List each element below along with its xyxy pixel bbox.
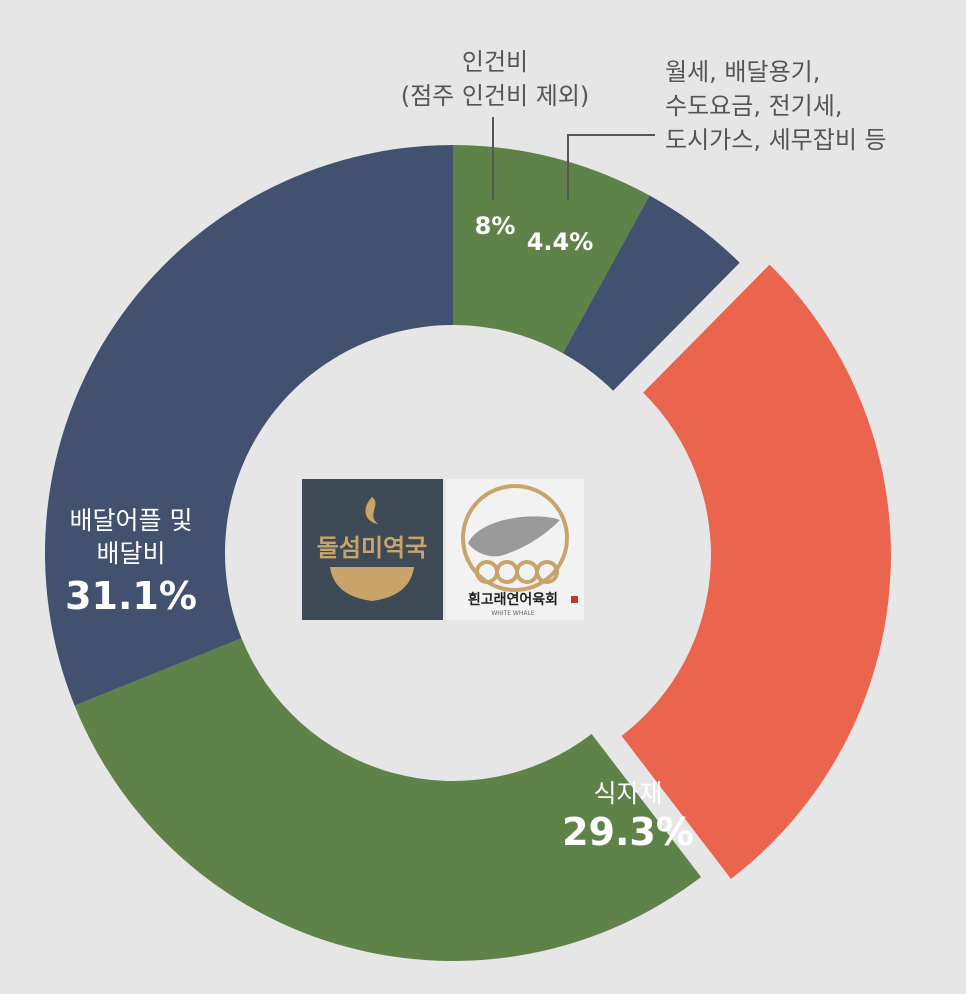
logo-whale-name: 흰고래연어육회 bbox=[468, 591, 558, 608]
slice-label-delivery-line2: 배달비 bbox=[96, 539, 165, 568]
slice-label-rent-line2: 수도요금, 전기세, bbox=[665, 92, 842, 120]
external-labels: 인건비 (점주 인건비 제외) 월세, 배달용기, 수도요금, 전기세, 도시가… bbox=[401, 48, 887, 200]
chart-slices bbox=[44, 145, 891, 962]
slice-label-rent-line3: 도시가스, 세무잡비 등 bbox=[665, 126, 887, 154]
slice-label-labor-line1: 인건비 bbox=[462, 48, 528, 76]
data-label-labor: 8% bbox=[475, 212, 516, 240]
logo-dolseom: 돌섬미역국 bbox=[302, 479, 443, 620]
logo-dolseom-name: 돌섬미역국 bbox=[317, 534, 427, 562]
slice-label-labor-line2: (점주 인건비 제외) bbox=[401, 82, 590, 110]
slice-label-ingredients: 식자재 bbox=[593, 779, 662, 808]
leader-line-rent bbox=[567, 134, 655, 200]
seal-icon bbox=[571, 596, 578, 603]
whale-icon bbox=[468, 516, 560, 557]
slice-labor bbox=[453, 145, 650, 354]
inner-labels: 8% 4.4% 배달어플 및 배달비 31.1% 식자재 29.3% bbox=[65, 212, 694, 854]
slice-label-rent-line1: 월세, 배달용기, bbox=[665, 58, 820, 86]
slice-delivery bbox=[44, 145, 453, 706]
slice-profit bbox=[621, 264, 891, 879]
slice-rent bbox=[562, 195, 740, 391]
waves-icon bbox=[475, 560, 559, 584]
data-label-ingredients: 29.3% bbox=[562, 810, 694, 854]
slice-ingredients bbox=[74, 638, 702, 962]
bowl-steam-icon bbox=[365, 497, 378, 524]
emblem-ring-icon bbox=[461, 484, 569, 592]
logo-white-whale: 흰고래연어육회 WHITE WHALE bbox=[446, 479, 584, 620]
data-label-rent: 4.4% bbox=[527, 228, 594, 256]
logo-whale-sub: WHITE WHALE bbox=[491, 610, 534, 617]
data-label-delivery: 31.1% bbox=[65, 574, 197, 618]
bowl-icon bbox=[330, 567, 414, 601]
slice-label-delivery-line1: 배달어플 및 bbox=[70, 506, 193, 535]
